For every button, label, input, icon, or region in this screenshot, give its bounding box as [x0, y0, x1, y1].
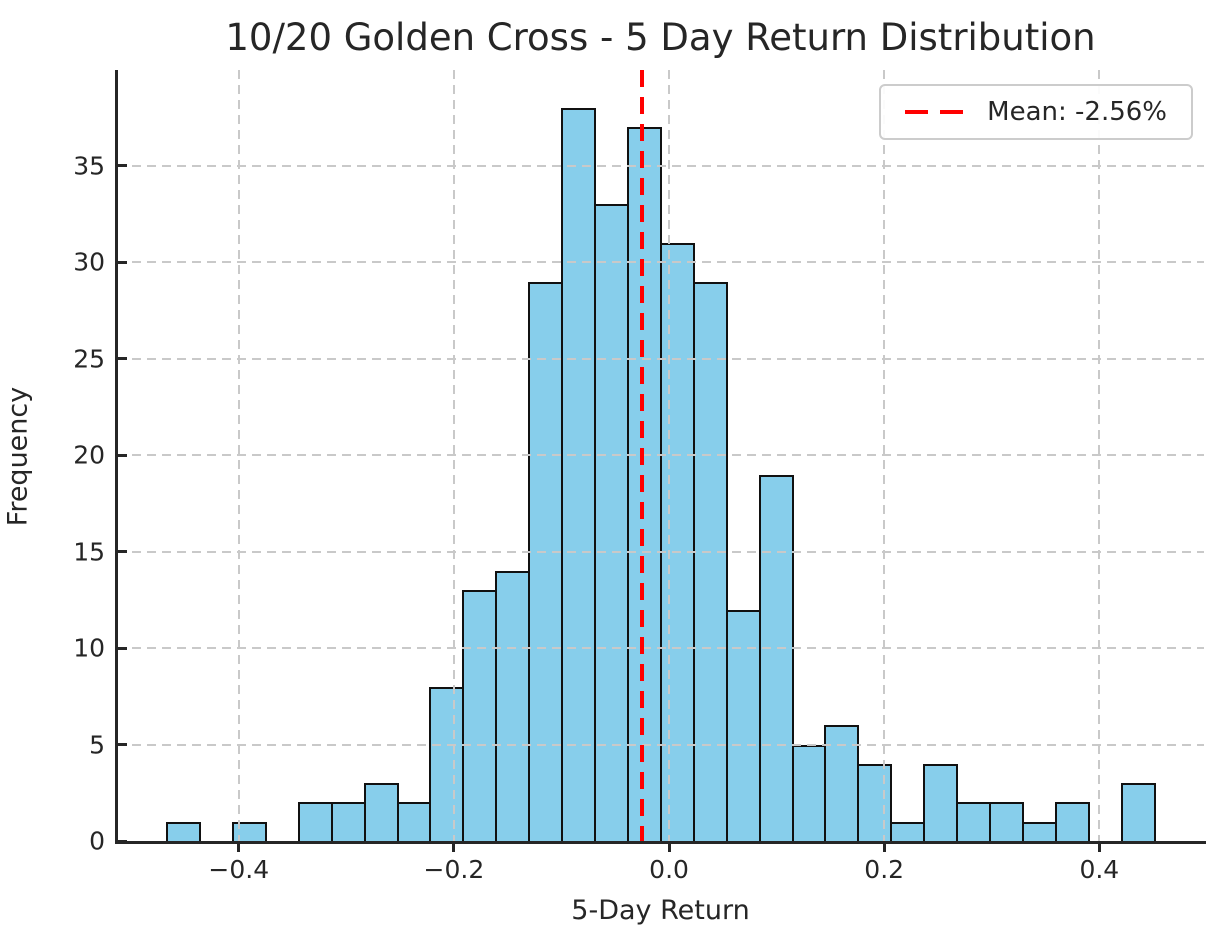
- x-axis-label: 5-Day Return: [571, 895, 750, 926]
- y-gridline: [117, 261, 1204, 264]
- histogram-bar: [989, 802, 1024, 843]
- x-gridline: [883, 70, 886, 841]
- x-gridline: [1098, 70, 1101, 841]
- y-tick-mark: [118, 646, 127, 650]
- x-axis-spine: [115, 841, 1206, 844]
- legend-label: Mean: -2.56%: [987, 97, 1167, 127]
- y-tick-label: 30: [73, 247, 105, 277]
- x-tick-mark: [452, 844, 456, 852]
- y-tick-label: 25: [73, 344, 105, 374]
- histogram-bar: [429, 686, 465, 843]
- y-tick-mark: [118, 743, 127, 747]
- x-tick-mark: [237, 844, 241, 852]
- histogram-bar: [890, 821, 926, 843]
- mean-line: [639, 70, 644, 841]
- x-tick-mark: [667, 844, 671, 852]
- histogram-bar: [758, 474, 794, 843]
- y-tick-mark: [118, 550, 127, 554]
- y-axis-label: Frequency: [2, 386, 34, 527]
- x-tick-label: −0.4: [208, 855, 270, 884]
- histogram-bar: [363, 783, 399, 843]
- x-tick-mark: [1097, 844, 1101, 852]
- histogram-bar: [462, 590, 498, 843]
- y-tick-mark: [118, 453, 127, 457]
- x-tick-label: 0.2: [864, 855, 905, 884]
- y-tick-mark: [118, 164, 127, 168]
- histogram-bar: [626, 127, 662, 843]
- y-tick-label: 15: [73, 537, 105, 567]
- y-gridline: [117, 164, 1204, 167]
- histogram-bar: [857, 763, 893, 843]
- x-tick-label: −0.2: [423, 855, 485, 884]
- histogram-bar: [956, 802, 992, 843]
- x-tick-label: 0.0: [649, 855, 689, 884]
- x-tick-label: 0.4: [1079, 855, 1120, 884]
- histogram-bar: [297, 802, 333, 843]
- y-tick-label: 10: [73, 633, 105, 663]
- histogram-bar: [561, 108, 597, 843]
- x-gridline: [452, 70, 455, 841]
- histogram-bar: [923, 763, 959, 843]
- histogram-bar: [396, 802, 432, 843]
- histogram-bar: [166, 821, 202, 843]
- chart-title: 10/20 Golden Cross - 5 Day Return Distri…: [225, 16, 1096, 59]
- y-tick-label: 20: [73, 440, 105, 470]
- y-tick-mark: [118, 260, 127, 264]
- x-gridline: [237, 70, 240, 841]
- histogram-bar: [791, 744, 827, 843]
- histogram-bar: [1120, 783, 1156, 843]
- y-tick-label: 0: [89, 826, 105, 856]
- histogram-bar: [659, 243, 695, 843]
- y-gridline: [117, 743, 1204, 746]
- histogram-bar: [725, 609, 761, 843]
- y-gridline: [117, 454, 1204, 457]
- y-tick-mark: [118, 357, 127, 361]
- mean-line-legend-icon: [905, 110, 964, 114]
- y-gridline: [117, 357, 1204, 360]
- y-gridline: [117, 647, 1204, 650]
- histogram-bar: [692, 281, 728, 843]
- y-tick-label: 35: [73, 151, 105, 181]
- histogram-bar: [330, 802, 366, 843]
- legend-box: Mean: -2.56%: [879, 84, 1193, 140]
- y-axis-spine: [115, 70, 118, 843]
- y-tick-mark: [118, 839, 127, 843]
- histogram-bar: [528, 281, 564, 843]
- x-gridline: [668, 70, 671, 841]
- histogram-bar: [1021, 821, 1057, 843]
- y-gridline: [117, 550, 1204, 553]
- histogram-bar: [495, 570, 531, 843]
- histogram-bar: [594, 204, 629, 843]
- histogram-bar: [1054, 802, 1090, 843]
- y-tick-label: 5: [89, 730, 105, 760]
- x-tick-mark: [882, 844, 886, 852]
